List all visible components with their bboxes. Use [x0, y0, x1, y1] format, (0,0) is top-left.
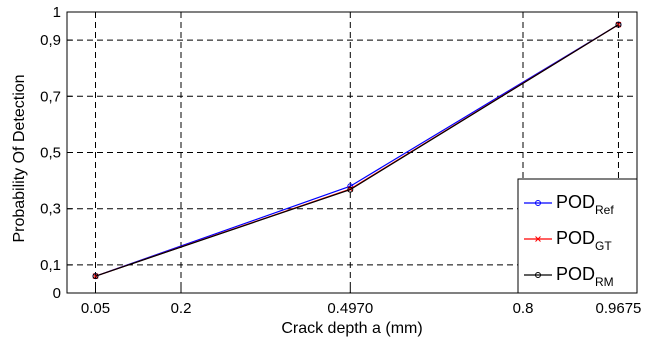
axis-ticks: 0.05 0.2 0.4970 0.8 0.9675 0 0,1 0,3 0,5 0,7 0,9 1 [40, 4, 641, 317]
y-tick-label: 0 [53, 285, 61, 302]
data-point [535, 272, 541, 278]
series-line [95, 24, 619, 277]
y-tick-label: 0,1 [40, 257, 61, 274]
legend-box [517, 178, 638, 294]
x-tick-label: 0.05 [81, 300, 110, 317]
data-point [92, 273, 99, 280]
legend: PODRef PODGT PODRM [517, 178, 638, 294]
legend-label: PODRef [556, 192, 614, 217]
legend-label: PODRM [556, 264, 614, 289]
legend-entry-rm: PODRM [524, 264, 614, 289]
y-tick-label: 0,7 [40, 88, 61, 105]
y-tick-label: 0,5 [40, 145, 61, 162]
x-tick-label: 0.9675 [596, 300, 642, 317]
x-axis-label: Crack depth a (mm) [281, 320, 422, 337]
x-tick-label: 0.2 [171, 300, 192, 317]
data-point [535, 236, 541, 242]
y-tick-label: 1 [53, 4, 61, 21]
legend-label: PODGT [556, 228, 612, 253]
data-point [347, 186, 354, 193]
legend-entry-gt: PODGT [524, 228, 612, 253]
x-tick-label: 0.4970 [327, 300, 373, 317]
y-axis-label: Probability Of Detection [11, 74, 28, 242]
series-line [95, 24, 619, 277]
y-tick-label: 0,3 [40, 201, 61, 218]
series-lines [92, 21, 622, 280]
series-rm [92, 21, 622, 280]
data-point [615, 21, 622, 28]
data-point [535, 200, 541, 206]
y-tick-label: 0,9 [40, 32, 61, 49]
x-tick-label: 0.8 [513, 300, 534, 317]
legend-entry-ref: PODRef [524, 192, 614, 217]
